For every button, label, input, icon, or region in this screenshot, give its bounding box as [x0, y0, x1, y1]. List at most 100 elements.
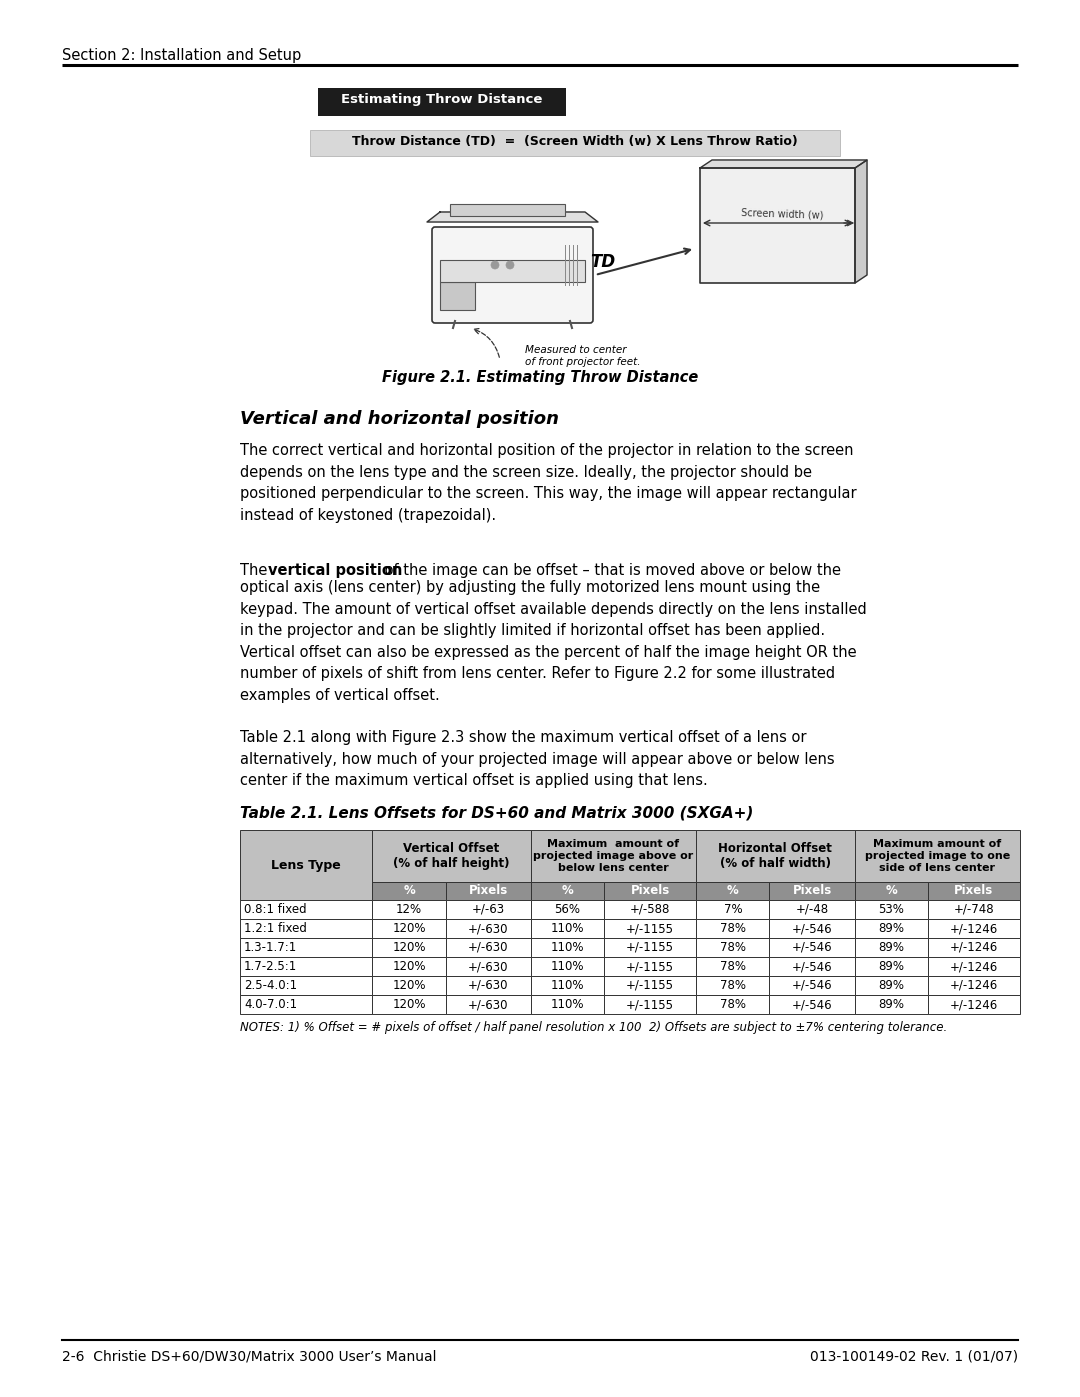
- Bar: [697, 919, 769, 937]
- Bar: [697, 882, 769, 900]
- Bar: [769, 882, 854, 900]
- Bar: [928, 919, 1020, 937]
- Bar: [697, 900, 769, 919]
- Text: 120%: 120%: [392, 942, 426, 954]
- Text: NOTES: 1) % Offset = # pixels of offset / half panel resolution x 100  2) Offset: NOTES: 1) % Offset = # pixels of offset …: [240, 1021, 947, 1034]
- Bar: [446, 937, 530, 957]
- Bar: [854, 900, 928, 919]
- Text: 89%: 89%: [878, 979, 904, 992]
- Bar: [604, 937, 697, 957]
- Text: Pixels: Pixels: [469, 884, 508, 897]
- Bar: [928, 882, 1020, 900]
- Bar: [928, 977, 1020, 995]
- Bar: [440, 260, 585, 282]
- Bar: [769, 977, 854, 995]
- Text: +/-1155: +/-1155: [626, 922, 674, 935]
- Bar: [446, 900, 530, 919]
- Bar: [697, 977, 769, 995]
- Text: 110%: 110%: [551, 922, 584, 935]
- Bar: [446, 957, 530, 977]
- Text: TD: TD: [590, 253, 616, 271]
- Bar: [697, 937, 769, 957]
- Text: +/-1155: +/-1155: [626, 960, 674, 972]
- Bar: [769, 919, 854, 937]
- Text: 4.0-7.0:1: 4.0-7.0:1: [244, 997, 297, 1011]
- Bar: [769, 995, 854, 1014]
- Text: 120%: 120%: [392, 997, 426, 1011]
- Text: 110%: 110%: [551, 942, 584, 954]
- Text: 013-100149-02 Rev. 1 (01/07): 013-100149-02 Rev. 1 (01/07): [810, 1350, 1018, 1363]
- Text: The correct vertical and horizontal position of the projector in relation to the: The correct vertical and horizontal posi…: [240, 443, 856, 522]
- Text: Section 2: Installation and Setup: Section 2: Installation and Setup: [62, 47, 301, 63]
- Polygon shape: [855, 161, 867, 284]
- Text: +/-1155: +/-1155: [626, 979, 674, 992]
- Text: Throw Distance (TD)  =  (Screen Width (w) X Lens Throw Ratio): Throw Distance (TD) = (Screen Width (w) …: [352, 136, 798, 148]
- Bar: [604, 995, 697, 1014]
- Bar: [446, 977, 530, 995]
- Bar: [769, 937, 854, 957]
- Bar: [318, 88, 566, 116]
- Text: 2.5-4.0:1: 2.5-4.0:1: [244, 979, 297, 992]
- Text: +/-546: +/-546: [792, 997, 833, 1011]
- Text: 110%: 110%: [551, 979, 584, 992]
- Bar: [697, 957, 769, 977]
- Text: +/-48: +/-48: [796, 902, 828, 916]
- Text: 78%: 78%: [719, 979, 746, 992]
- Text: Measured to center
of front projector feet.: Measured to center of front projector fe…: [525, 345, 640, 366]
- Text: Screen width (w): Screen width (w): [741, 207, 824, 219]
- Text: %: %: [886, 884, 897, 897]
- Circle shape: [507, 261, 514, 270]
- Text: Pixels: Pixels: [631, 884, 670, 897]
- Bar: [240, 919, 373, 937]
- Text: 89%: 89%: [878, 922, 904, 935]
- Text: 12%: 12%: [396, 902, 422, 916]
- Text: Maximum  amount of
projected image above or
below lens center: Maximum amount of projected image above …: [534, 838, 693, 873]
- Text: Lens Type: Lens Type: [271, 859, 341, 872]
- Bar: [854, 830, 1020, 882]
- Bar: [530, 830, 697, 882]
- Bar: [854, 977, 928, 995]
- Bar: [928, 995, 1020, 1014]
- Polygon shape: [700, 168, 855, 284]
- Text: %: %: [562, 884, 573, 897]
- Text: 7%: 7%: [724, 902, 742, 916]
- Bar: [446, 995, 530, 1014]
- Text: +/-1246: +/-1246: [949, 942, 998, 954]
- Bar: [373, 977, 446, 995]
- Bar: [446, 919, 530, 937]
- Text: 89%: 89%: [878, 942, 904, 954]
- Bar: [240, 900, 373, 919]
- Text: +/-630: +/-630: [468, 942, 509, 954]
- Text: +/-546: +/-546: [792, 922, 833, 935]
- Text: Pixels: Pixels: [955, 884, 994, 897]
- Text: +/-546: +/-546: [792, 979, 833, 992]
- Bar: [854, 937, 928, 957]
- Text: 120%: 120%: [392, 979, 426, 992]
- Bar: [240, 995, 373, 1014]
- Bar: [928, 937, 1020, 957]
- Text: of the image can be offset – that is moved above or below the: of the image can be offset – that is mov…: [380, 563, 841, 578]
- Bar: [240, 937, 373, 957]
- Text: %: %: [727, 884, 739, 897]
- Text: 89%: 89%: [878, 997, 904, 1011]
- Text: +/-546: +/-546: [792, 960, 833, 972]
- Text: %: %: [403, 884, 415, 897]
- Text: optical axis (lens center) by adjusting the fully motorized lens mount using the: optical axis (lens center) by adjusting …: [240, 580, 867, 703]
- Text: 78%: 78%: [719, 922, 746, 935]
- Bar: [440, 282, 475, 310]
- Bar: [446, 882, 530, 900]
- Bar: [854, 995, 928, 1014]
- Bar: [530, 937, 604, 957]
- Text: Table 2.1. Lens Offsets for DS+60 and Matrix 3000 (SXGA+): Table 2.1. Lens Offsets for DS+60 and Ma…: [240, 806, 754, 821]
- Text: 1.2:1 fixed: 1.2:1 fixed: [244, 922, 307, 935]
- Text: Vertical Offset
(% of half height): Vertical Offset (% of half height): [393, 841, 510, 870]
- FancyBboxPatch shape: [432, 226, 593, 323]
- Text: 1.7-2.5:1: 1.7-2.5:1: [244, 960, 297, 972]
- Text: Vertical and horizontal position: Vertical and horizontal position: [240, 409, 559, 427]
- Bar: [373, 919, 446, 937]
- Text: +/-1246: +/-1246: [949, 997, 998, 1011]
- Bar: [530, 977, 604, 995]
- Bar: [240, 977, 373, 995]
- Bar: [373, 830, 530, 882]
- Bar: [769, 957, 854, 977]
